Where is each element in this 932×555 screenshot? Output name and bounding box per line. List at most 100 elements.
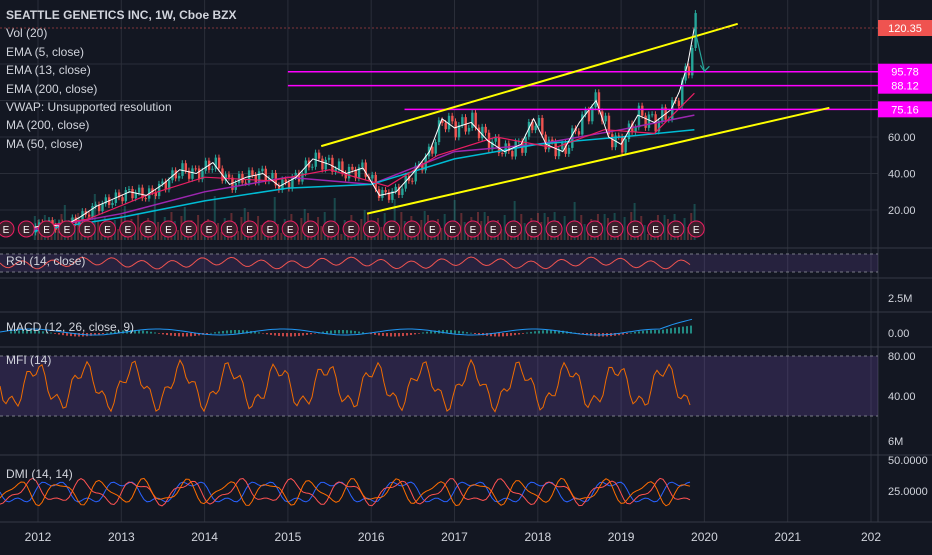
volume-bar xyxy=(460,213,463,240)
candle xyxy=(297,172,301,182)
candle xyxy=(624,139,627,153)
candle xyxy=(387,192,391,200)
candle xyxy=(264,168,267,182)
year-tick: 2012 xyxy=(25,530,52,544)
candle xyxy=(527,121,531,137)
level-label: 95.78 xyxy=(891,67,919,79)
volume-bar xyxy=(620,231,623,240)
macd-histogram-bar xyxy=(18,330,20,334)
candle xyxy=(684,66,687,81)
candle xyxy=(544,134,547,150)
volume-bar xyxy=(280,233,283,240)
dmi-pane-label[interactable]: DMI (14, 14) xyxy=(6,467,73,481)
candle xyxy=(484,126,487,133)
macd-histogram-bar xyxy=(510,333,512,336)
earnings-letter: E xyxy=(368,225,375,236)
macd-histogram-bar xyxy=(290,333,292,337)
candle xyxy=(577,131,581,135)
volume-bar xyxy=(213,196,216,240)
volume-tick: 2.5M xyxy=(888,293,912,305)
candle xyxy=(211,168,214,170)
volume-bar xyxy=(133,228,136,240)
macd-histogram-bar xyxy=(374,333,376,335)
macd-histogram-bar xyxy=(222,330,224,334)
earnings-letter: E xyxy=(490,225,497,236)
candle xyxy=(214,157,217,169)
macd-histogram-bar xyxy=(62,333,64,336)
legend-item-ema5[interactable]: EMA (5, close) xyxy=(6,44,85,59)
macd-histogram-bar xyxy=(546,330,548,334)
macd-histogram-bar xyxy=(214,332,216,334)
year-tick: 2016 xyxy=(358,530,385,544)
macd-histogram-bar xyxy=(662,329,664,334)
volume-bar xyxy=(623,217,626,240)
candle xyxy=(121,197,124,202)
mfi-tick-40: 40.00 xyxy=(888,391,916,403)
macd-histogram-bar xyxy=(66,333,68,336)
volume-bar xyxy=(260,225,263,240)
candle xyxy=(641,105,644,116)
earnings-marker xyxy=(78,220,96,238)
legend-item-vol[interactable]: Vol (20) xyxy=(6,26,48,41)
candle xyxy=(317,152,321,159)
candle xyxy=(204,160,207,171)
volume-tick-6m: 6M xyxy=(888,436,903,448)
earnings-letter: E xyxy=(23,225,30,236)
candle xyxy=(441,120,444,123)
earnings-letter: E xyxy=(43,225,50,236)
macd-histogram-bar xyxy=(522,333,524,334)
rsi-pane-label[interactable]: RSI (14, close) xyxy=(6,254,86,268)
earnings-letter: E xyxy=(530,225,537,236)
earnings-marker xyxy=(403,220,421,238)
macd-histogram-bar xyxy=(94,333,96,336)
earnings-letter: E xyxy=(591,225,598,236)
volume-bar xyxy=(523,223,526,240)
candle xyxy=(227,174,231,178)
candle xyxy=(131,188,134,199)
earnings-marker xyxy=(423,220,441,238)
earnings-letter: E xyxy=(124,225,131,236)
candle xyxy=(467,127,471,132)
legend-item-ema200[interactable]: EMA (200, close) xyxy=(6,81,98,96)
legend-item-vwap[interactable]: VWAP: Unsupported resolution xyxy=(6,100,172,115)
candle xyxy=(617,135,621,137)
legend-item-ema13[interactable]: EMA (13, close) xyxy=(6,63,91,78)
macd-histogram-bar xyxy=(410,333,412,336)
earnings-letter: E xyxy=(632,225,639,236)
candle xyxy=(111,202,114,206)
candle xyxy=(127,188,131,191)
macd-histogram-bar xyxy=(286,333,288,337)
earnings-marker xyxy=(687,220,705,238)
volume-bar xyxy=(73,227,76,240)
candle xyxy=(397,186,401,195)
candle xyxy=(291,176,294,189)
legend-item-ma200[interactable]: MA (200, close) xyxy=(6,118,90,133)
macd-histogram-bar xyxy=(114,331,116,334)
macd-histogram-bar xyxy=(402,333,404,337)
macd-pane-label[interactable]: MACD (12, 26, close, 9) xyxy=(6,320,135,334)
candle xyxy=(244,182,247,184)
earnings-letter: E xyxy=(551,225,558,236)
candle xyxy=(181,163,184,176)
candle xyxy=(541,117,544,135)
volume-bar xyxy=(500,229,503,240)
volume-bar xyxy=(417,234,420,240)
earnings-letter: E xyxy=(226,225,233,236)
legend-item-ma50[interactable]: MA (50, close) xyxy=(6,136,83,151)
macd-histogram-bar xyxy=(234,330,236,334)
candle xyxy=(171,170,174,181)
last-price-label: 120.35 xyxy=(888,23,922,35)
candle xyxy=(254,175,257,183)
candle xyxy=(644,115,647,128)
volume-bar xyxy=(57,228,60,240)
macd-histogram-bar xyxy=(258,332,260,334)
macd-histogram-bar xyxy=(150,331,152,334)
candle xyxy=(561,142,564,150)
candle xyxy=(447,115,451,130)
volume-bar xyxy=(583,224,586,240)
volume-bar xyxy=(526,232,529,240)
mfi-pane-label[interactable]: MFI (14) xyxy=(6,353,52,367)
earnings-letter: E xyxy=(206,225,213,236)
candle xyxy=(224,174,227,181)
macd-histogram-bar xyxy=(342,330,344,334)
